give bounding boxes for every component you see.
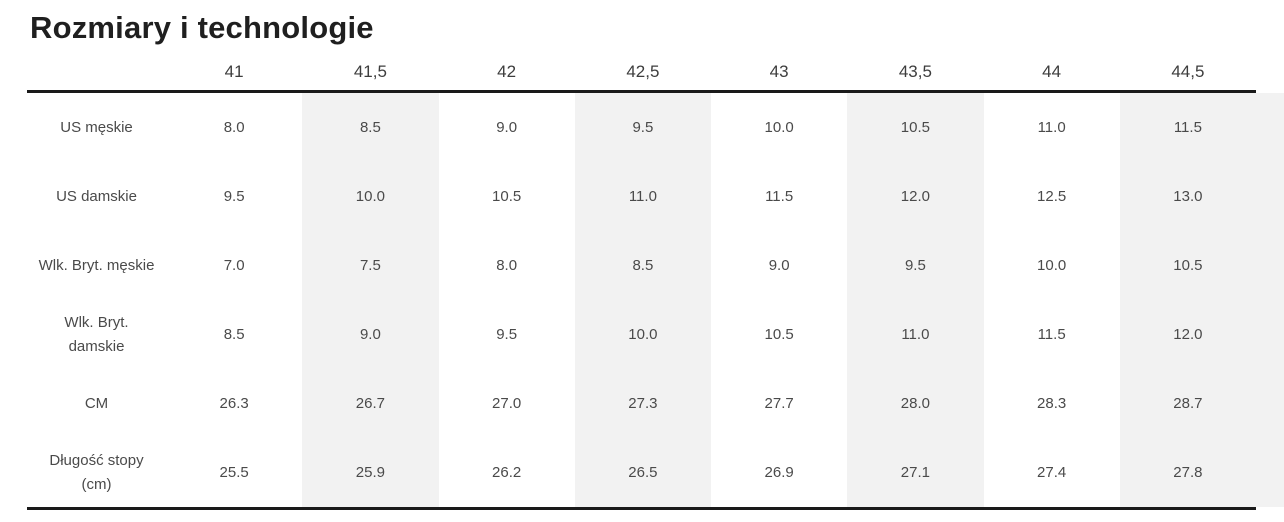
column-header-43-5: 43,5 [898,62,932,81]
table-cell: 28.3 [1037,395,1067,412]
table-cell: 8.0 [496,257,518,274]
table-cell: 11.5 [1119,93,1256,162]
table-cell: 11.5 [1037,326,1066,343]
row-label: US damskie [56,187,137,205]
table-cell: 10.5 [847,93,984,162]
table-cell: 10.5 [764,326,794,343]
table-cell: 11.0 [574,162,711,231]
size-table: 41 41,5 42 42,5 43 43,5 44 44,5 US męskie 8.0 8.5… [27,54,1256,510]
table-cell: 10.0 [574,300,711,369]
table-cell: 27.3 [574,369,711,438]
table-cell: 28.0 [847,369,984,438]
table-cell: 9.5 [223,188,245,205]
table-cell: 12.5 [1037,188,1067,205]
table-cell: 27.8 [1119,438,1256,507]
table-cell: 12.0 [847,162,984,231]
table-cell: 11.0 [1037,119,1066,136]
row-label: Długość stopy (cm) [49,452,144,493]
table-row: Długość stopy (cm) 25.5 25.9 26.2 26.5 26.9 27… [27,438,1256,507]
table-cell: 11.0 [847,300,984,369]
size-table-header: 41 41,5 42 42,5 43 43,5 44 44,5 [27,54,1256,93]
table-cell: 7.5 [302,231,439,300]
table-cell: 26.9 [764,464,794,481]
table-cell: 27.0 [492,395,522,412]
table-row: US damskie 9.5 10.0 10.5 11.0 11.5 12.0 12.5 13.… [27,162,1256,231]
table-cell: 9.5 [574,93,711,162]
table-cell: 28.7 [1119,369,1256,438]
table-cell: 10.5 [1119,231,1256,300]
row-label: Wlk. Bryt. męskie [38,256,155,274]
table-cell: 10.0 [764,119,794,136]
table-cell: 9.5 [496,326,518,343]
table-cell: 25.9 [302,438,439,507]
column-header-44: 44 [1042,62,1062,81]
table-cell: 8.5 [302,93,439,162]
table-cell: 26.7 [302,369,439,438]
table-row: US męskie 8.0 8.5 9.0 9.5 10.0 10.5 11.0 11.5 [27,93,1256,162]
table-cell: 26.3 [219,395,249,412]
size-table-body: US męskie 8.0 8.5 9.0 9.5 10.0 10.5 11.0 11.5 US … [27,93,1256,510]
row-label: US męskie [60,118,133,136]
table-cell: 9.0 [768,257,790,274]
stripe-overflow-extension [1256,93,1284,507]
table-cell: 10.5 [492,188,522,205]
table-cell: 10.0 [302,162,439,231]
table-cell: 9.0 [496,119,518,136]
table-cell: 26.5 [574,438,711,507]
table-row: Wlk. Bryt. damskie 8.5 9.0 9.5 10.0 10.5 11.0 1… [27,300,1256,369]
column-header-43: 43 [769,62,789,81]
table-row: Wlk. Bryt. męskie 7.0 7.5 8.0 8.5 9.0 9.5 10.0 1… [27,231,1256,300]
table-cell: 27.1 [847,438,984,507]
table-cell: 27.4 [1037,464,1067,481]
column-header-41: 41 [224,62,244,81]
table-cell: 9.5 [847,231,984,300]
column-header-42-5: 42,5 [626,62,660,81]
table-cell: 25.5 [219,464,249,481]
table-cell: 8.0 [223,119,245,136]
table-cell: 10.0 [1037,257,1067,274]
table-cell: 9.0 [302,300,439,369]
table-cell: 11.5 [765,188,794,205]
table-row: CM 26.3 26.7 27.0 27.3 27.7 28.0 28.3 28.7 [27,369,1256,438]
table-cell: 8.5 [574,231,711,300]
row-label: Wlk. Bryt. damskie [64,314,129,355]
page-title: Rozmiary i technologie [30,10,374,45]
column-header-44-5: 44,5 [1171,62,1205,81]
table-cell: 12.0 [1119,300,1256,369]
column-header-41-5: 41,5 [353,62,387,81]
table-cell: 7.0 [223,257,245,274]
table-cell: 27.7 [764,395,794,412]
table-cell: 13.0 [1119,162,1256,231]
table-cell: 26.2 [492,464,522,481]
column-header-42: 42 [497,62,517,81]
table-cell: 8.5 [223,326,245,343]
row-label: CM [84,394,109,412]
